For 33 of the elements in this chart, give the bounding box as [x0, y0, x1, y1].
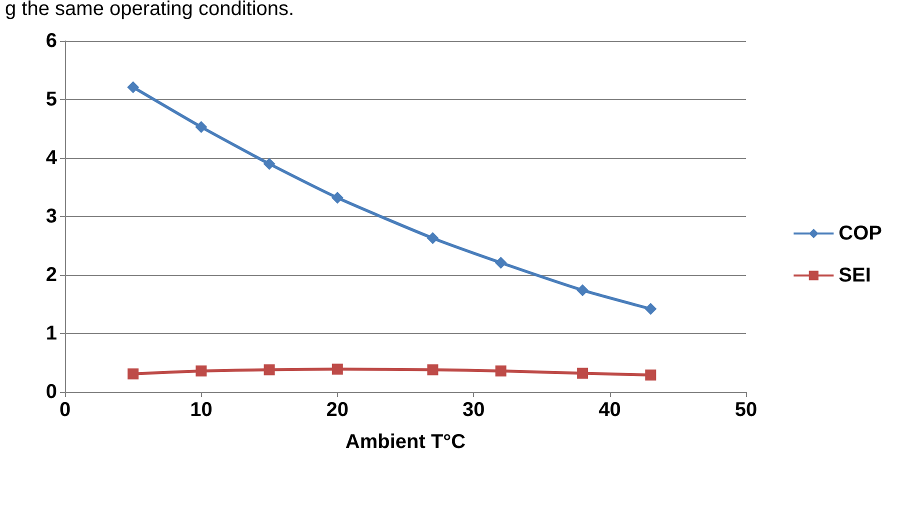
point [263, 158, 276, 170]
point [196, 365, 207, 376]
x-axis-title: Ambient T°C [345, 431, 466, 453]
x-tick-label: 40 [598, 399, 621, 421]
y-tick-label: 0 [46, 381, 57, 403]
legend-label: COP [838, 222, 882, 244]
point [128, 368, 139, 380]
point [644, 302, 657, 315]
y-tick-label: 3 [46, 206, 57, 228]
point [576, 284, 589, 296]
y-tick-label: 4 [46, 147, 58, 169]
x-tick-label: 0 [59, 399, 71, 421]
point [495, 365, 506, 376]
point [427, 364, 438, 376]
point [494, 256, 507, 269]
y-tick-label: 6 [46, 30, 57, 52]
point [264, 364, 275, 376]
x-tick-label: 30 [462, 399, 485, 421]
x-tick-label: 20 [326, 399, 349, 421]
point [577, 368, 588, 379]
y-tick-label: 1 [46, 322, 57, 344]
point [426, 232, 439, 244]
x-tick-label: 10 [190, 399, 212, 421]
y-tick-label: 5 [46, 88, 57, 110]
point [645, 370, 656, 381]
point [332, 364, 343, 375]
point [331, 192, 344, 204]
y-tick-label: 2 [46, 264, 57, 286]
point [195, 120, 208, 133]
x-tick-label: 50 [734, 399, 758, 421]
point [127, 81, 140, 94]
text: g the same operating conditions. [5, 0, 294, 20]
legend-label: SEI [838, 264, 871, 286]
